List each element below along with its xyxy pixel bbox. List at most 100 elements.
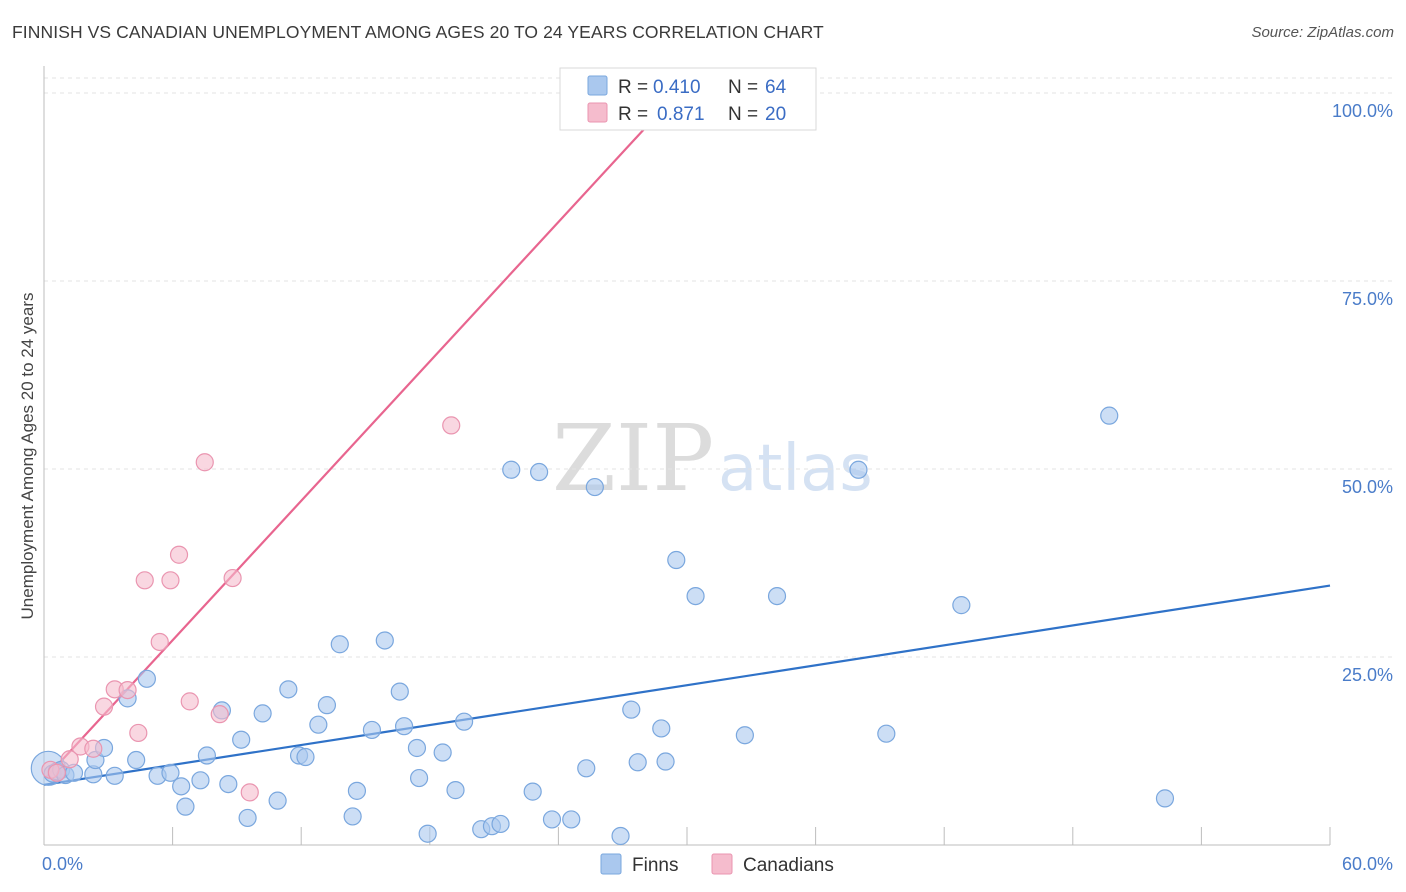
- point-finns: [418, 824, 437, 843]
- point-finns: [1100, 406, 1119, 425]
- point-finns: [952, 596, 971, 615]
- legend-r-label: R =: [618, 104, 648, 125]
- point-finns: [542, 810, 562, 829]
- point-canadians: [240, 783, 259, 802]
- series-legend-swatch-canadians: [711, 853, 733, 875]
- point-finns: [390, 682, 409, 701]
- point-finns: [362, 720, 382, 740]
- point-finns: [309, 715, 328, 734]
- point-finns: [433, 743, 452, 762]
- point-finns: [454, 712, 474, 731]
- y-tick-labels: 25.0% 50.0% 75.0% 100.0%: [1332, 101, 1393, 685]
- point-finns: [176, 797, 195, 816]
- trend-line-finns: [43, 584, 1331, 786]
- y-tick-label: 100.0%: [1332, 101, 1393, 121]
- point-finns: [585, 477, 604, 497]
- point-finns: [253, 704, 272, 723]
- series-legend-label-canadians: Canadians: [743, 855, 834, 876]
- point-finns: [219, 774, 238, 794]
- point-finns: [849, 460, 868, 479]
- point-canadians: [169, 545, 189, 564]
- point-finns: [767, 587, 787, 606]
- point-finns: [343, 807, 362, 826]
- point-finns: [628, 753, 647, 772]
- point-canadians: [84, 739, 103, 758]
- point-finns: [686, 587, 705, 606]
- point-canadians: [223, 568, 242, 588]
- point-finns: [407, 738, 427, 758]
- trend-lines: [43, 77, 1331, 786]
- point-finns: [161, 763, 180, 782]
- y-tick-label: 75.0%: [1342, 289, 1393, 309]
- point-finns: [562, 810, 581, 829]
- point-finns: [347, 781, 367, 800]
- point-canadians: [195, 453, 214, 472]
- point-finns: [232, 730, 251, 749]
- x-tick-label: 0.0%: [42, 854, 83, 874]
- point-canadians: [150, 632, 169, 652]
- point-canadians: [135, 571, 154, 590]
- point-finns: [1155, 789, 1175, 808]
- point-finns: [667, 550, 686, 570]
- point-finns: [197, 746, 216, 765]
- x-tick-labels: 0.0% 60.0%: [42, 854, 1393, 874]
- legend-r-value-finns: 0.410: [653, 77, 701, 98]
- point-finns: [238, 808, 257, 828]
- point-finns: [530, 462, 549, 482]
- point-finns: [491, 814, 510, 834]
- legend-n-label: N =: [728, 104, 758, 125]
- source-label: Source: ZipAtlas.com: [1251, 24, 1394, 41]
- series-legend: Finns Canadians: [600, 853, 834, 876]
- point-finns: [105, 766, 124, 785]
- point-finns: [330, 635, 349, 654]
- point-finns: [127, 750, 146, 770]
- legend-n-value-finns: 64: [765, 77, 787, 98]
- point-finns: [735, 726, 754, 745]
- point-canadians: [180, 692, 199, 711]
- point-canadians: [60, 750, 79, 769]
- point-canadians: [129, 723, 148, 743]
- point-finns: [502, 460, 521, 479]
- grid-lines: [44, 77, 1392, 658]
- point-finns: [523, 782, 542, 801]
- point-canadians: [161, 571, 180, 590]
- point-finns: [656, 752, 675, 771]
- y-tick-label: 50.0%: [1342, 477, 1393, 497]
- legend-n-value-canadians: 20: [765, 104, 786, 125]
- trend-line-canadians: [45, 77, 693, 779]
- point-canadians: [94, 697, 114, 716]
- point-finns: [577, 759, 596, 778]
- y-axis-label: Unemployment Among Ages 20 to 24 years: [18, 293, 37, 620]
- point-finns: [622, 700, 641, 719]
- watermark-zip: ZIP: [552, 405, 714, 512]
- point-canadians: [442, 416, 461, 435]
- point-finns: [446, 781, 465, 800]
- legend-swatch-finns: [587, 75, 608, 96]
- chart-title: FINNISH VS CANADIAN UNEMPLOYMENT AMONG A…: [12, 22, 824, 42]
- correlation-legend: R = 0.410 N = 64 R = 0.871 N = 20: [559, 67, 817, 131]
- y-tick-label: 25.0%: [1342, 665, 1393, 685]
- x-tick-label: 60.0%: [1342, 854, 1393, 874]
- data-points: [30, 91, 1175, 846]
- point-finns: [375, 631, 394, 650]
- point-finns: [877, 724, 896, 743]
- legend-swatch-canadians: [587, 102, 608, 123]
- point-finns: [394, 717, 414, 736]
- legend-r-value-canadians: 0.871: [657, 104, 705, 125]
- point-finns: [172, 777, 191, 796]
- point-finns: [317, 696, 337, 715]
- point-finns: [268, 791, 287, 810]
- point-canadians: [47, 763, 66, 782]
- legend-n-label: N =: [728, 77, 758, 98]
- point-finns: [409, 768, 429, 788]
- point-canadians: [210, 705, 229, 724]
- point-finns: [137, 669, 156, 688]
- point-finns: [611, 826, 630, 846]
- point-canadians: [118, 680, 137, 700]
- legend-r-label: R =: [618, 77, 648, 98]
- axes: [43, 66, 1331, 846]
- point-finns: [279, 680, 298, 699]
- point-finns: [191, 771, 210, 790]
- series-legend-swatch-finns: [600, 853, 622, 875]
